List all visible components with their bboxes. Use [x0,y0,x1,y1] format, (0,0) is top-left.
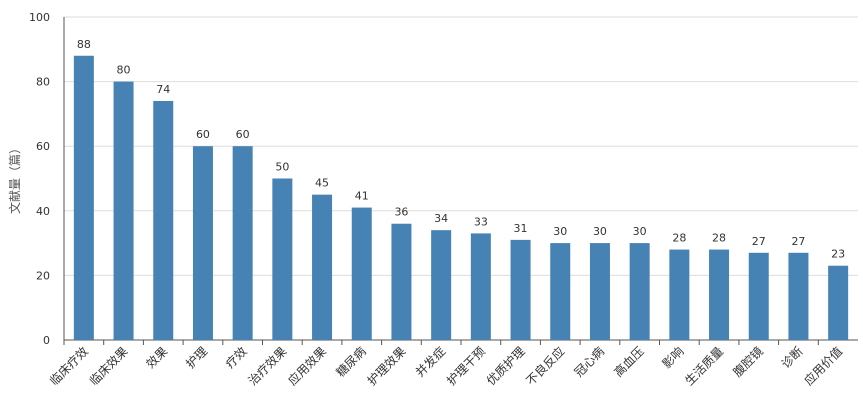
x-tick-label: 治疗效果 [245,344,290,389]
bar [351,207,372,340]
x-tick-label: 疗效 [222,344,250,372]
bar [669,249,690,340]
data-label: 34 [434,212,448,225]
x-tick-label: 护理效果 [364,344,409,389]
y-tick-label: 20 [36,269,50,282]
data-label: 30 [593,225,607,238]
data-label: 50 [275,161,289,174]
bar [73,55,94,340]
data-labels: 88 80 74 60 60 50 45 41 36 34 33 31 30 30 30 28 28 27 27 23 [77,38,845,261]
data-label: 31 [514,222,528,235]
data-label: 23 [831,248,845,261]
y-tick-labels: 0 20 40 60 80 100 [29,11,50,347]
x-tick-label: 糖尿病 [333,344,369,380]
bars [73,55,849,340]
y-tick-label: 80 [36,76,50,89]
bar [113,81,134,340]
x-tick-label: 诊断 [778,344,806,372]
x-tick-label: 应用效果 [285,344,330,389]
bar [788,252,809,340]
bar [272,178,293,340]
x-tick-label: 护理干预 [444,344,488,388]
bar [709,249,730,340]
x-tick-label: 并发症 [412,344,448,380]
bar [391,223,412,340]
data-label: 28 [672,232,686,245]
bar [589,243,610,340]
bar [510,239,531,340]
x-tick-label: 冠心病 [571,344,607,380]
bar [153,100,174,340]
x-tick-label: 高血压 [611,344,647,380]
data-label: 36 [394,206,408,219]
x-tick-label: 影响 [659,344,687,372]
y-tick-label: 60 [36,140,50,153]
bar [431,230,452,340]
x-tick-label: 生活质量 [682,344,726,388]
data-label: 33 [474,215,488,228]
data-label: 27 [752,235,766,248]
data-label: 28 [712,232,726,245]
bar [629,243,650,340]
x-tick-label: 优质护理 [484,344,528,388]
bar [192,146,213,340]
x-tick-label: 腹腔镜 [730,344,766,380]
bar [828,265,849,340]
y-tick-label: 40 [36,205,50,218]
x-tick-label: 效果 [143,344,171,372]
y-tick-label: 100 [29,11,50,24]
bar [312,194,333,340]
data-label: 45 [315,177,329,190]
data-label: 60 [196,128,210,141]
bar [232,146,253,340]
bar [748,252,769,340]
x-tick-label: 不良反应 [523,344,568,389]
x-tick-label: 护理 [183,344,210,371]
gridlines [64,16,858,276]
data-label: 60 [236,128,250,141]
x-tick-label: 临床效果 [86,344,131,389]
y-tick-label: 0 [43,334,50,347]
y-axis-title: 文献量（篇） [7,142,22,214]
bar [550,243,571,340]
data-label: 41 [355,190,369,203]
data-label: 80 [117,64,131,77]
data-label: 27 [791,235,805,248]
data-label: 30 [633,225,647,238]
data-label: 88 [77,38,91,51]
data-label: 74 [156,83,170,96]
data-label: 30 [553,225,567,238]
x-tick-label: 应用价值 [801,344,846,389]
axes [63,17,858,345]
bar [470,233,491,340]
x-tick-label: 临床疗效 [46,344,91,389]
